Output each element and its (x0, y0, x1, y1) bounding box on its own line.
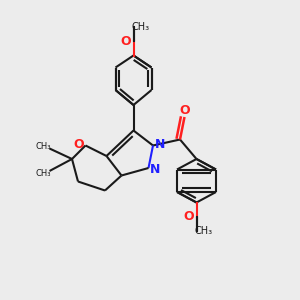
Text: CH₃: CH₃ (35, 142, 51, 151)
Text: CH₃: CH₃ (131, 22, 149, 32)
Text: CH₃: CH₃ (194, 226, 212, 236)
Text: N: N (154, 137, 165, 151)
Text: O: O (121, 35, 131, 48)
Text: N: N (150, 163, 160, 176)
Text: CH₃: CH₃ (35, 169, 51, 178)
Text: O: O (74, 137, 84, 151)
Text: O: O (179, 104, 190, 117)
Text: O: O (184, 210, 194, 223)
